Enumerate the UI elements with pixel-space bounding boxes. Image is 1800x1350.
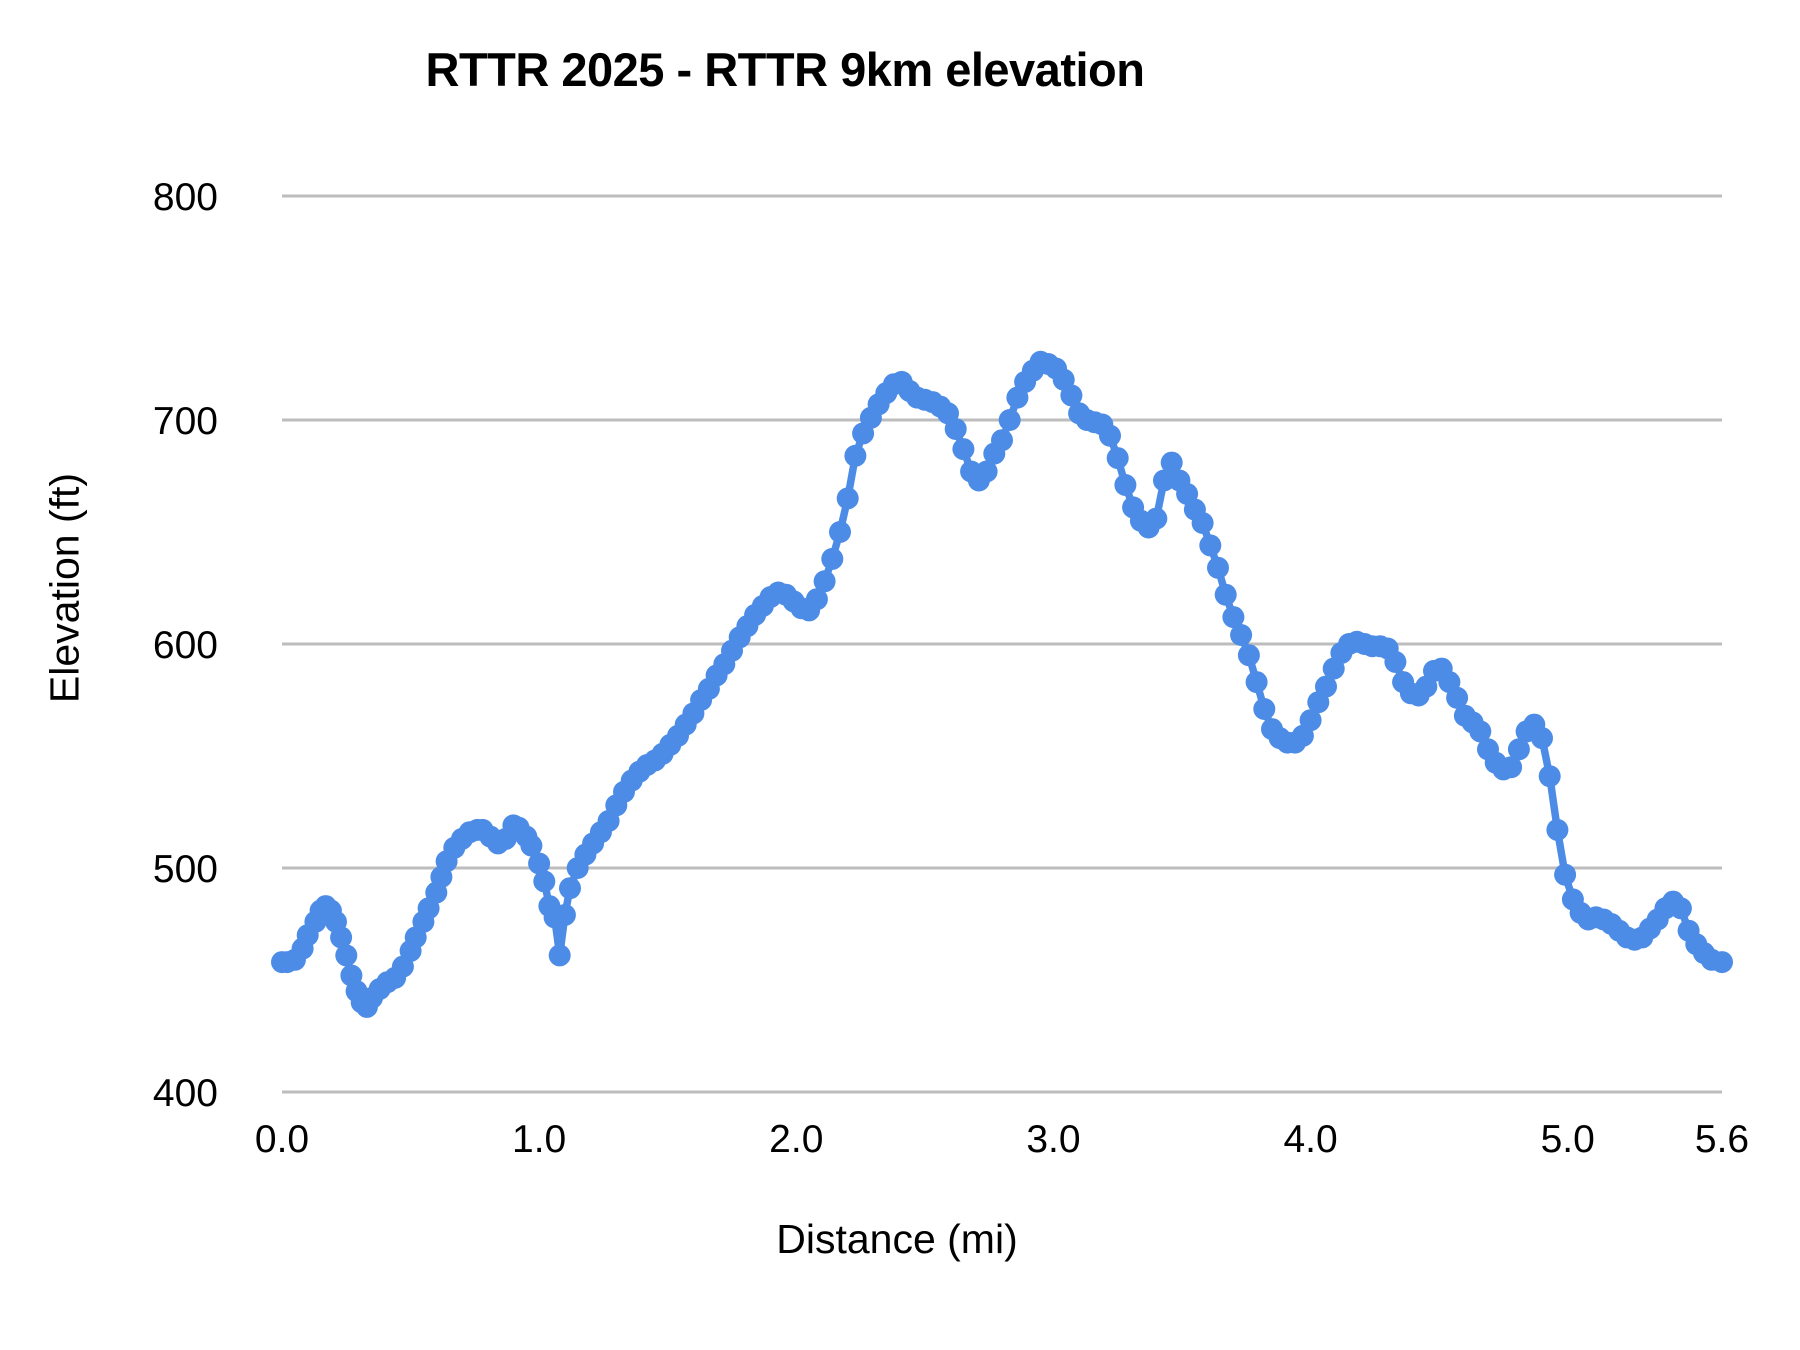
data-point-marker[interactable] bbox=[533, 870, 556, 893]
data-point-marker[interactable] bbox=[1384, 650, 1407, 673]
data-point-marker[interactable] bbox=[1315, 675, 1337, 698]
data-point-marker[interactable] bbox=[1199, 534, 1222, 557]
data-point-marker[interactable] bbox=[553, 904, 576, 926]
x-tick-label: 5.0 bbox=[1541, 1118, 1595, 1161]
data-point-marker[interactable] bbox=[1099, 424, 1121, 447]
data-point-marker[interactable] bbox=[1191, 512, 1214, 534]
y-tick-label: 800 bbox=[153, 176, 218, 219]
x-tick-label: 5.6 bbox=[1695, 1118, 1749, 1161]
chart-title: RTTR 2025 - RTTR 9km elevation bbox=[425, 43, 1145, 96]
data-point-marker[interactable] bbox=[528, 852, 551, 875]
data-point-marker[interactable] bbox=[944, 418, 967, 440]
data-point-marker[interactable] bbox=[1507, 738, 1530, 761]
data-point-marker[interactable] bbox=[844, 444, 867, 467]
data-point-marker[interactable] bbox=[1160, 451, 1183, 474]
y-tick-label: 700 bbox=[153, 400, 218, 443]
x-tick-label: 2.0 bbox=[769, 1118, 823, 1161]
x-axis-title: Distance (mi) bbox=[776, 1216, 1018, 1262]
x-tick-label: 0.0 bbox=[255, 1118, 309, 1161]
data-point-marker[interactable] bbox=[330, 926, 353, 949]
data-point-marker[interactable] bbox=[1153, 469, 1175, 492]
data-point-marker[interactable] bbox=[1531, 727, 1553, 750]
data-point-marker[interactable] bbox=[975, 460, 998, 483]
data-point-marker[interactable] bbox=[1207, 556, 1229, 579]
y-tick-label: 500 bbox=[153, 848, 218, 891]
data-point-marker[interactable] bbox=[952, 438, 975, 461]
data-point-marker[interactable] bbox=[335, 944, 358, 967]
data-point-marker[interactable] bbox=[829, 521, 851, 543]
data-point-marker[interactable] bbox=[1253, 698, 1276, 720]
data-point-marker[interactable] bbox=[1214, 583, 1237, 606]
data-point-marker[interactable] bbox=[1245, 671, 1268, 694]
data-point-marker[interactable] bbox=[1060, 384, 1083, 407]
data-point-marker[interactable] bbox=[1114, 474, 1137, 496]
x-tick-label: 4.0 bbox=[1283, 1118, 1337, 1161]
data-point-marker[interactable] bbox=[821, 547, 844, 570]
data-point-marker[interactable] bbox=[836, 487, 859, 510]
data-point-marker[interactable] bbox=[1230, 624, 1253, 646]
data-point-marker[interactable] bbox=[1446, 686, 1469, 709]
data-point-marker[interactable] bbox=[998, 409, 1021, 431]
data-point-marker[interactable] bbox=[559, 877, 581, 900]
data-point-marker[interactable] bbox=[1145, 507, 1168, 530]
y-tick-label: 400 bbox=[153, 1072, 218, 1115]
data-point-marker[interactable] bbox=[1106, 447, 1129, 470]
data-point-marker[interactable] bbox=[1669, 897, 1692, 920]
data-point-marker[interactable] bbox=[548, 944, 571, 967]
data-point-marker[interactable] bbox=[1554, 863, 1577, 886]
data-point-marker[interactable] bbox=[813, 570, 836, 593]
data-point-marker[interactable] bbox=[1711, 951, 1733, 974]
data-point-marker[interactable] bbox=[1237, 644, 1260, 667]
data-point-marker[interactable] bbox=[1538, 765, 1561, 788]
data-point-marker[interactable] bbox=[1299, 709, 1322, 732]
data-point-marker[interactable] bbox=[1546, 818, 1569, 841]
y-axis-title: Elevation (ft) bbox=[41, 472, 88, 704]
data-point-marker[interactable] bbox=[1222, 606, 1245, 629]
data-point-marker[interactable] bbox=[520, 834, 543, 857]
y-tick-label: 600 bbox=[153, 624, 218, 667]
data-point-marker[interactable] bbox=[1469, 720, 1492, 743]
data-point-marker[interactable] bbox=[991, 429, 1013, 452]
data-point-marker[interactable] bbox=[1500, 756, 1523, 779]
data-point-marker[interactable] bbox=[805, 588, 828, 611]
x-tick-label: 1.0 bbox=[512, 1118, 566, 1161]
x-tick-label: 3.0 bbox=[1026, 1118, 1080, 1161]
